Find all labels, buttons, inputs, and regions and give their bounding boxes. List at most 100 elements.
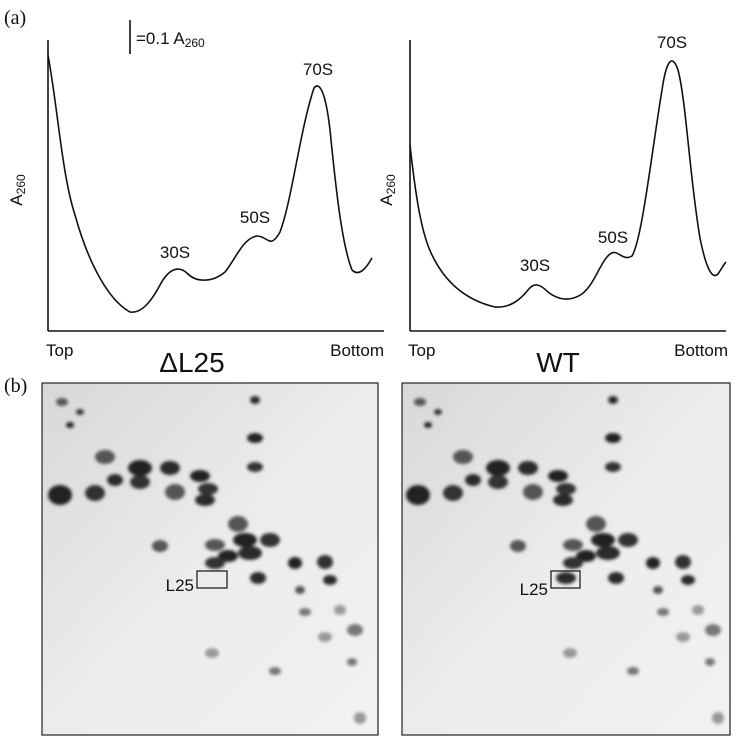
gel-spot bbox=[250, 396, 260, 404]
profile-curve bbox=[409, 60, 727, 308]
marker-label: L25 bbox=[520, 580, 548, 599]
strain-label: ΔL25 bbox=[159, 347, 224, 378]
gel-spot bbox=[347, 658, 357, 666]
scale-sub: 260 bbox=[185, 36, 205, 50]
gel-spot bbox=[657, 608, 669, 616]
y-label: A260 bbox=[7, 174, 28, 206]
gel-spot bbox=[295, 586, 305, 594]
gel-spot bbox=[85, 485, 105, 501]
gel-spot bbox=[705, 624, 721, 636]
gel-spot bbox=[354, 712, 366, 724]
gel-spot bbox=[653, 586, 663, 594]
peak-label: 30S bbox=[520, 256, 550, 275]
gel-spot bbox=[198, 483, 218, 495]
peak-label: 50S bbox=[598, 228, 628, 247]
profile-curve bbox=[47, 54, 373, 313]
gel-spot bbox=[218, 550, 238, 562]
gel-spot bbox=[238, 546, 262, 560]
gel-spot bbox=[56, 398, 68, 406]
gel-spot bbox=[591, 533, 615, 547]
gel-spot bbox=[414, 398, 426, 406]
gel-spot bbox=[269, 667, 281, 675]
gel-spot bbox=[247, 462, 263, 472]
gel-spot bbox=[692, 605, 704, 615]
marker-box bbox=[196, 570, 228, 589]
gel-spot bbox=[165, 484, 185, 500]
x-start-label: Top bbox=[408, 341, 435, 360]
panel-label: (a) bbox=[4, 7, 26, 29]
gel-spot bbox=[563, 648, 577, 658]
gel-spot bbox=[323, 575, 337, 585]
gel-spot bbox=[260, 533, 280, 547]
gel-spot bbox=[107, 474, 123, 486]
gel-spot bbox=[556, 483, 576, 495]
peak-label: 70S bbox=[657, 33, 687, 52]
y-label-main: A bbox=[377, 194, 396, 206]
gel-spot bbox=[712, 712, 724, 724]
gel-spot bbox=[510, 540, 526, 552]
gel-spot bbox=[190, 470, 210, 482]
scale-text: =0.1 A bbox=[136, 29, 185, 48]
gel-spot bbox=[488, 475, 508, 489]
gel-spot bbox=[596, 546, 620, 560]
gel-spot bbox=[347, 624, 363, 636]
gel-spot bbox=[548, 470, 568, 482]
gel-spot bbox=[152, 540, 168, 552]
gel-spot bbox=[523, 484, 543, 500]
gel-spot bbox=[434, 409, 442, 415]
gel-spot bbox=[66, 422, 74, 428]
gel-spot bbox=[48, 485, 72, 505]
scale-label: =0.1 A260 bbox=[136, 29, 205, 50]
marker-box bbox=[550, 570, 581, 589]
gel-spot bbox=[205, 539, 225, 551]
marker-label: L25 bbox=[166, 576, 194, 595]
x-start-label: Top bbox=[46, 341, 73, 360]
gel-spot bbox=[618, 533, 638, 547]
gel-spot bbox=[465, 474, 481, 486]
gel-spot bbox=[486, 460, 510, 476]
gel-spot bbox=[288, 557, 302, 569]
gel-spot bbox=[605, 462, 621, 472]
gel-spots bbox=[406, 396, 724, 724]
gel-spot bbox=[250, 572, 266, 584]
gel-spot bbox=[646, 557, 660, 569]
peak-label: 50S bbox=[240, 208, 270, 227]
gel-spot bbox=[553, 494, 573, 506]
x-end-label: Bottom bbox=[674, 341, 728, 360]
gel-spot bbox=[681, 575, 695, 585]
panel-label: (b) bbox=[4, 375, 27, 397]
gel-spot bbox=[556, 572, 576, 584]
gel-spot bbox=[518, 461, 538, 475]
peak-label: 70S bbox=[303, 60, 333, 79]
gel-spot bbox=[576, 550, 596, 562]
gel-spot bbox=[406, 485, 430, 505]
peak-label: 30S bbox=[160, 243, 190, 262]
gel-spot bbox=[205, 648, 219, 658]
gel-spot bbox=[676, 632, 690, 642]
gel-spot bbox=[334, 605, 346, 615]
gel-spot bbox=[563, 539, 583, 551]
y-label-sub: 260 bbox=[384, 174, 398, 194]
gel-spot bbox=[424, 422, 432, 428]
gel-spot bbox=[95, 450, 115, 464]
gel-spot bbox=[586, 516, 606, 532]
strain-label: WT bbox=[536, 347, 580, 378]
gel-spot bbox=[627, 667, 639, 675]
x-end-label: Bottom bbox=[330, 341, 384, 360]
gel-spot bbox=[705, 658, 715, 666]
gel-spot bbox=[608, 572, 624, 584]
gel-spot bbox=[128, 460, 152, 476]
gel-spot bbox=[233, 533, 257, 547]
gel-spot bbox=[205, 557, 225, 569]
gel-spot bbox=[453, 450, 473, 464]
gel-spot bbox=[160, 461, 180, 475]
gel-spot bbox=[608, 396, 618, 404]
y-label: A260 bbox=[377, 174, 398, 206]
gel-spot bbox=[443, 485, 463, 501]
gel-spot bbox=[318, 632, 332, 642]
gel-spot bbox=[563, 557, 583, 569]
gel-spot bbox=[76, 409, 84, 415]
gel-spot bbox=[317, 555, 333, 569]
gel-spots bbox=[48, 396, 366, 724]
